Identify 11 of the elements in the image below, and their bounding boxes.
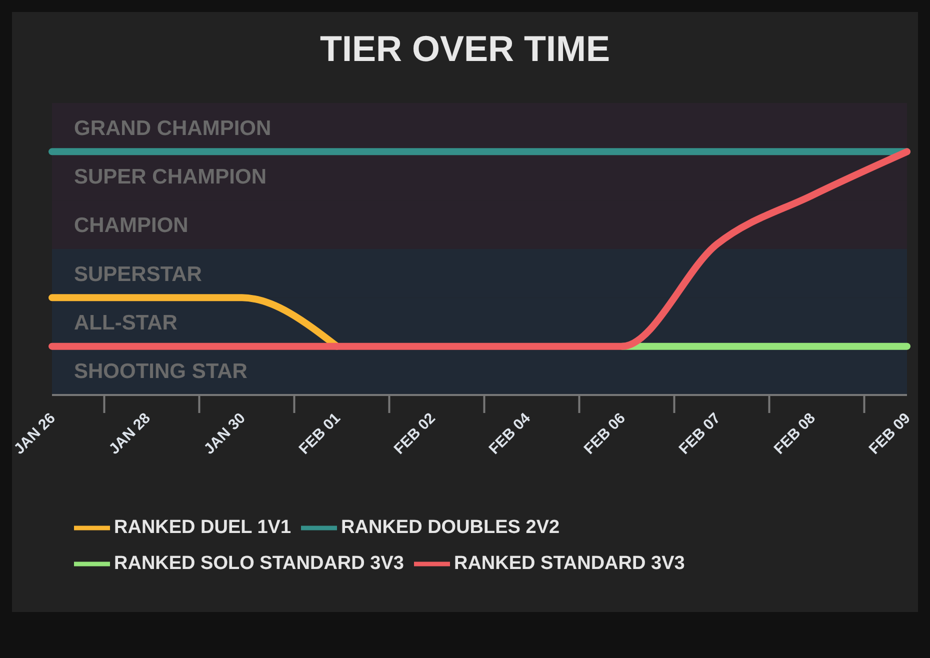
legend-label: RANKED DOUBLES 2V2 [341,517,560,538]
legend-label: RANKED SOLO STANDARD 3V3 [114,553,404,574]
band-label: ALL-STAR [74,311,178,334]
legend-label: RANKED STANDARD 3V3 [454,553,685,574]
band-label: SUPER CHAMPION [74,165,267,188]
band-label: CHAMPION [74,214,188,238]
band-label: SHOOTING STAR [74,360,248,384]
chart-title: TIER OVER TIME [318,28,612,70]
band-label: SUPERSTAR [74,262,202,286]
legend-label: RANKED DUEL 1V1 [114,517,292,538]
band-label: GRAND CHAMPION [74,116,272,140]
